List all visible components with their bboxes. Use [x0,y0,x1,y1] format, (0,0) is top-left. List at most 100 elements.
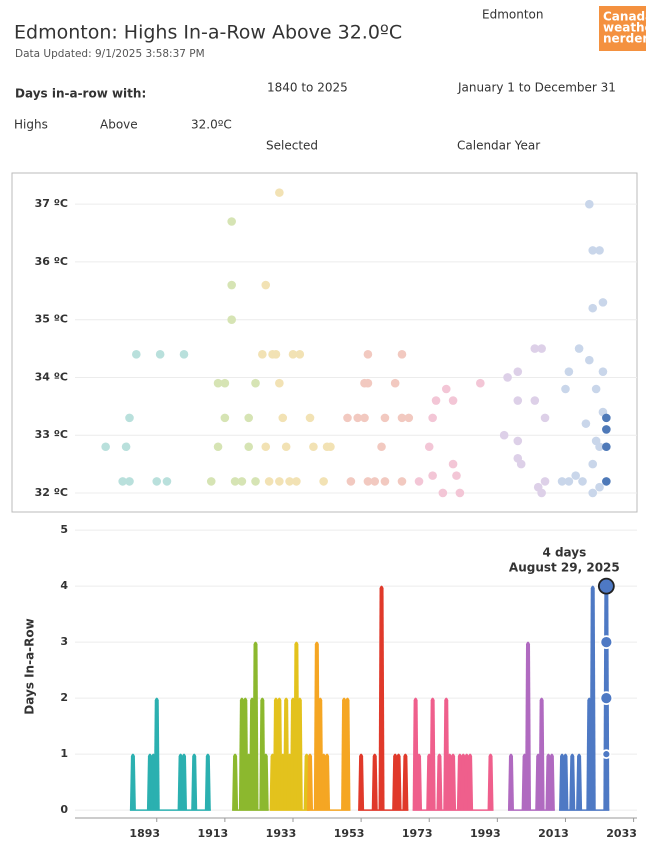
x-tick-label: 1973 [402,827,433,840]
scatter-point [380,413,390,423]
spike [296,697,303,811]
page-title: Edmonton: Highs In-a-Row Above 32.0ºC [14,22,402,44]
x-tick-label: 1993 [470,827,501,840]
spike [153,697,160,811]
scatter-point [431,396,441,405]
scatter-point [448,459,458,469]
scatter-point [537,488,546,498]
scatter-point [574,344,584,353]
y-tick-label: 3 [60,635,68,648]
y-tick-label: 35 ºC [35,313,68,326]
spike [204,753,211,811]
scatter-point [220,413,230,423]
scatter-point [602,477,611,486]
scatter-point [591,436,601,446]
scatter-frame [11,172,638,513]
scatter-point [244,413,254,423]
scatter-point [591,384,601,394]
scatter-point [595,482,604,492]
scatter-point [588,488,598,498]
scatter-point [343,413,352,423]
logo-box [599,6,646,51]
scatter-point [397,413,407,423]
scatter-point [363,477,373,486]
filter-selection[interactable]: Selected [266,139,318,153]
spike [487,753,494,811]
scatter-point [428,471,437,480]
scatter-point [588,246,598,255]
annotation: August 29, 2025 [509,561,620,575]
scatter-point [585,355,594,365]
filter-measure[interactable]: Highs [14,118,48,132]
scatter-point [455,488,465,498]
scatter-point [237,477,247,486]
scatter-point [598,367,608,376]
scatter-point [258,350,267,359]
scatter-point [251,378,260,388]
y-tick-label: 36 ºC [35,255,68,268]
spike [180,753,187,811]
y-tick-label: 1 [60,747,68,760]
scatter-point [578,477,587,486]
filter-heading: Days in-a-row with: [15,87,146,101]
scatter-point [155,350,165,359]
scatter-point [227,315,236,324]
scatter-point [513,436,523,446]
filter-direction[interactable]: Above [100,118,138,132]
y-tick-label: 4 [60,579,68,592]
scatter-point [540,477,550,486]
scatter-point [251,477,260,486]
filter-threshold[interactable]: 32.0ºC [191,118,232,132]
filter-dates[interactable]: January 1 to December 31 [457,81,616,95]
filter-years[interactable]: 1840 to 2025 [267,81,348,95]
spike [525,641,532,811]
scatter-point [380,477,390,486]
scatter-point [275,378,284,388]
spike [371,753,378,811]
filter-period[interactable]: Calendar Year [457,139,540,153]
spike [450,753,457,811]
scatter-point [581,419,591,428]
scatter-point [448,396,458,405]
scatter-point [162,477,172,486]
spike [467,753,474,811]
scatter-point [292,477,301,486]
logo-text: nerdery [603,32,649,46]
scatter-point [213,442,223,452]
spike [436,753,443,811]
annotation: 4 days [542,546,586,560]
spike [538,697,545,811]
x-tick-label: 1953 [334,827,365,840]
spike [395,753,402,811]
spike [252,641,259,811]
scatter-point [513,367,523,376]
scatter-point [264,477,274,486]
scatter-point [557,477,567,486]
scatter-point [516,459,526,469]
scatter-point [513,396,523,405]
spike [129,753,136,811]
spike [378,585,385,811]
spike [232,753,239,811]
spike [507,753,514,811]
y-axis-title: Days In-a-Row [23,618,37,714]
scatter-point [397,350,407,359]
scatter-point [602,413,611,423]
spike [569,753,576,811]
y-tick-label: 2 [60,691,68,704]
scatter-point [363,350,373,359]
scatter-point [326,442,335,452]
y-tick-label: 0 [60,803,68,816]
scatter-point [503,373,512,382]
scatter-point [595,246,604,255]
spike [191,753,198,811]
scatter-point [275,477,284,486]
scatter-point [404,413,414,423]
highlight-point [599,635,614,650]
scatter-point [370,477,380,486]
scatter-point [244,442,254,452]
y-tick-label: 34 ºC [35,370,68,383]
highlight-point [601,749,612,760]
scatter-point [424,442,434,452]
scatter-point [132,350,141,359]
